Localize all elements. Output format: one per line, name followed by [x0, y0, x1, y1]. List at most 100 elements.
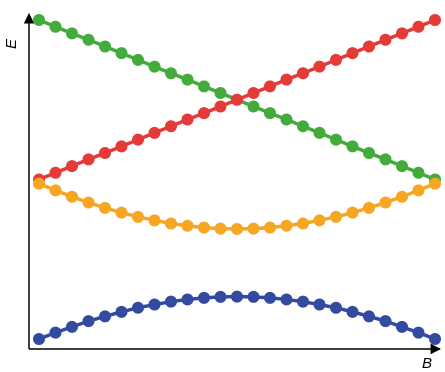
series-3-line: [38, 294, 436, 341]
series-1-point: [280, 73, 293, 86]
series-2-point: [115, 206, 128, 219]
series-3-point: [330, 301, 342, 314]
series-0-point: [164, 67, 177, 80]
series-3-point: [33, 333, 45, 345]
series-1-point: [346, 47, 359, 60]
series-3-point: [148, 298, 161, 311]
series-1-point: [412, 20, 425, 33]
series-1-point: [297, 67, 310, 80]
series-3-point: [247, 290, 260, 303]
series-2-point: [198, 221, 211, 234]
series-2-point: [330, 210, 342, 223]
series-2-point: [164, 217, 177, 230]
series-2-point: [362, 201, 375, 214]
series-2-point: [297, 217, 310, 230]
series-3: [33, 290, 441, 345]
y-axis-label: E: [3, 38, 20, 49]
series-3-point: [362, 310, 375, 323]
series-0-point: [379, 153, 392, 166]
series-1-point: [49, 166, 62, 179]
series-2-point: [132, 210, 144, 223]
series-3-point: [214, 290, 227, 303]
series-1-point: [198, 107, 211, 120]
series-2-point: [429, 177, 441, 190]
series-3-point: [181, 293, 194, 306]
series-3-point: [280, 293, 293, 306]
series-2-point: [231, 222, 243, 235]
series-1-point: [396, 27, 409, 40]
plot-area: [33, 14, 441, 345]
series-3-point: [49, 326, 62, 339]
series-0-point: [362, 147, 375, 160]
series-2-point: [181, 219, 194, 232]
series-1-point: [429, 14, 441, 26]
series-0-point: [396, 160, 409, 173]
series-1-point: [330, 53, 342, 66]
series-0-point: [247, 100, 260, 113]
series-2-line: [38, 182, 436, 231]
series-0-point: [99, 40, 112, 53]
series-2-point: [280, 219, 293, 232]
series-0-point: [346, 140, 359, 153]
series-2-point: [396, 190, 409, 203]
series-1-point: [379, 33, 392, 46]
series-2-point: [412, 184, 425, 197]
series-2-point: [247, 222, 260, 235]
series-3-point: [429, 333, 441, 345]
series-3-point: [65, 320, 78, 333]
series-3-point: [132, 301, 144, 314]
series-0-point: [148, 60, 161, 73]
series-3-point: [198, 291, 211, 304]
x-axis-label: B: [422, 355, 432, 372]
series-1-point: [65, 160, 78, 173]
series-2-point: [99, 201, 112, 214]
series-0-point: [33, 14, 45, 26]
series-0-point: [297, 120, 310, 133]
series-2: [33, 177, 441, 235]
series-0-point: [198, 80, 211, 93]
series-3-point: [379, 315, 392, 328]
series-0-point: [82, 33, 95, 46]
series-2-point: [313, 214, 326, 227]
series-0-point: [181, 73, 194, 86]
series-3-point: [231, 290, 243, 303]
series-3-point: [412, 326, 425, 339]
series-3-point: [82, 315, 95, 328]
series-2-point: [346, 206, 359, 219]
series-1-point: [164, 120, 177, 133]
series-0-point: [49, 20, 62, 33]
series-0-point: [412, 166, 425, 179]
series-1-point: [214, 100, 227, 113]
series-0-point: [115, 47, 128, 60]
series-0-point: [214, 87, 227, 100]
series-1-point: [148, 126, 161, 139]
series-2-point: [379, 196, 392, 209]
series-1-point: [82, 153, 95, 166]
series-3-point: [346, 305, 359, 318]
series-2-point: [263, 221, 276, 234]
series-2-point: [214, 222, 227, 235]
series-1-point: [263, 80, 276, 93]
series-1-point: [231, 93, 243, 106]
series-0-point: [132, 53, 144, 66]
series-2-point: [65, 190, 78, 203]
series-2-point: [148, 214, 161, 227]
series-1-point: [115, 140, 128, 153]
series-1-point: [313, 60, 326, 73]
series-0-point: [330, 133, 342, 146]
series-2-point: [49, 184, 62, 197]
series-0-point: [263, 107, 276, 120]
series-3-point: [297, 295, 310, 308]
series-0-point: [280, 113, 293, 126]
series-3-point: [396, 320, 409, 333]
series-3-point: [99, 310, 112, 323]
series-1-point: [362, 40, 375, 53]
series-3-point: [263, 291, 276, 304]
series-2-point: [82, 196, 95, 209]
series-3-point: [313, 298, 326, 311]
series-1-point: [181, 113, 194, 126]
series-1-point: [247, 87, 260, 100]
series-1-point: [132, 133, 144, 146]
series-0-point: [313, 126, 326, 139]
